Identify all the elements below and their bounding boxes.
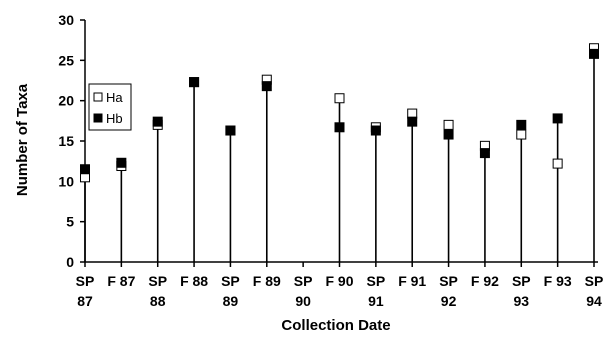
legend-marker-hb [93, 113, 103, 123]
data-point-hb [589, 48, 599, 59]
legend-label: Ha [106, 90, 123, 105]
y-tick-label: 25 [58, 52, 74, 68]
data-point-ha [443, 119, 454, 130]
x-tick-label: 94 [586, 293, 602, 309]
x-tick-label: 90 [295, 293, 311, 309]
x-tick-label: SP [367, 273, 386, 289]
x-tick-label: 89 [223, 293, 239, 309]
x-tick-label: F 90 [325, 273, 353, 289]
data-point-hb [80, 164, 90, 175]
x-tick-label: 92 [441, 293, 457, 309]
x-tick-label: SP [294, 273, 313, 289]
x-tick-label: SP [76, 273, 95, 289]
data-point-hb [261, 81, 272, 92]
x-tick-label: F 93 [544, 273, 572, 289]
data-point-hb [443, 129, 454, 140]
data-point-hb [116, 157, 127, 168]
x-axis-title: Collection Date [281, 317, 390, 334]
x-tick-label: F 91 [398, 273, 426, 289]
x-tick-label: SP [221, 273, 240, 289]
data-point-hb [552, 113, 563, 124]
axes-group: 0 5 10 15 20 25 30 SP 87 F 87 SP 88 F 88 SP 89 F 89 SP 90… [58, 12, 603, 309]
data-point-hb [152, 116, 163, 127]
legend: Ha Hb [88, 83, 132, 131]
stems-group [84, 48, 595, 262]
x-tick-label: F 89 [253, 273, 281, 289]
points-group [80, 43, 599, 183]
y-tick-label: 0 [66, 254, 74, 270]
x-tick-label: 87 [77, 293, 93, 309]
data-point-ha [516, 129, 527, 140]
y-tick-label: 15 [58, 133, 74, 149]
data-point-hb [189, 77, 200, 88]
x-tick-label: 88 [150, 293, 166, 309]
x-tick-label: 93 [513, 293, 529, 309]
data-point-hb [370, 125, 381, 136]
data-point-ha [552, 158, 563, 169]
data-point-hb [334, 122, 345, 133]
data-point-ha [334, 93, 345, 104]
data-point-hb [479, 148, 490, 159]
legend-label: Hb [106, 111, 123, 126]
y-tick-label: 20 [58, 93, 74, 109]
data-point-hb [407, 116, 418, 127]
x-tick-label: F 88 [180, 273, 208, 289]
legend-marker-ha [93, 92, 103, 102]
x-tick-label: SP [148, 273, 167, 289]
x-tick-label: F 87 [107, 273, 135, 289]
y-tick-label: 5 [66, 214, 74, 230]
y-tick-label: 30 [58, 12, 74, 28]
y-tick-label: 10 [58, 173, 74, 189]
x-tick-label: 91 [368, 293, 384, 309]
data-point-hb [516, 119, 527, 130]
x-tick-label: SP [439, 273, 458, 289]
x-tick-label: SP [585, 273, 604, 289]
x-tick-label: SP [512, 273, 531, 289]
x-tick-label: F 92 [471, 273, 499, 289]
data-point-hb [225, 125, 236, 136]
y-axis-title: Number of Taxa [14, 83, 31, 196]
